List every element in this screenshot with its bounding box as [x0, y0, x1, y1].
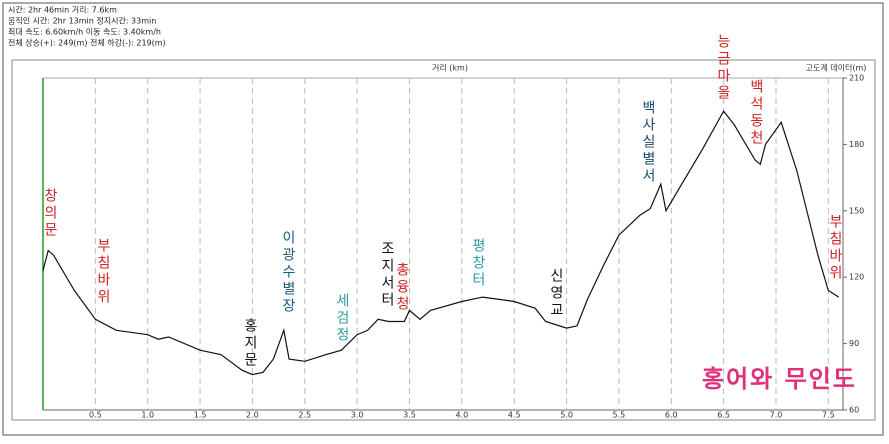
annotation: 부침바위 [95, 238, 111, 306]
x-tick-label: 1.0 [141, 411, 154, 420]
y-tick-label: 180 [849, 140, 864, 149]
annotation: 세검정 [334, 293, 350, 344]
y-tick-label: 90 [849, 339, 859, 348]
elevation-line [42, 110, 840, 376]
x-tick-label: 3.5 [403, 411, 416, 420]
y-tick-label: 210 [849, 74, 864, 83]
info-line: 움직인 시간: 2hr 13min 정지시간: 33min [8, 16, 156, 26]
y-axis-label: 고도계 데이터(m) [806, 63, 867, 73]
x-tick-label: 2.0 [246, 411, 259, 420]
annotation: 신영교 [548, 268, 564, 319]
info-line: 전체 상승(+): 249(m) 전체 하강(-): 219(m) [8, 38, 166, 48]
x-tick-label: 7.0 [770, 411, 783, 420]
x-tick-label: 5.5 [613, 411, 626, 420]
x-tick-label: 3.0 [351, 411, 364, 420]
x-tick-label: 6.0 [665, 411, 678, 420]
y-tick-label: 150 [849, 206, 864, 215]
info-line: 시간: 2hr 46min 거리: 7.6km [8, 5, 117, 15]
x-tick-label: 4.0 [455, 411, 468, 420]
annotation: 이광수별장 [280, 230, 296, 315]
annotation: 백사실별서 [640, 100, 656, 185]
y-tick-label: 120 [849, 273, 864, 282]
x-tick-label: 2.5 [298, 411, 311, 420]
annotation: 백석동천 [748, 79, 764, 147]
annotation: 총융청 [394, 262, 410, 313]
x-tick-label: 1.5 [194, 411, 207, 420]
watermark: 홍어와 무인도 [702, 365, 857, 393]
x-tick-label: 4.5 [508, 411, 521, 420]
x-tick-label: 7.5 [822, 411, 835, 420]
annotation: 능금마을 [715, 34, 731, 102]
outer-frame [2, 2, 884, 436]
x-tick-label: 0.5 [89, 411, 102, 420]
annotation: 창의문 [42, 188, 58, 239]
x-axis-label: 거리 (km) [432, 64, 468, 73]
annotation: 조지서터 [379, 241, 395, 309]
x-tick-label: 6.5 [717, 411, 730, 420]
annotation: 부침바위 [827, 214, 843, 282]
y-tick-label: 60 [849, 406, 859, 415]
annotation: 평창터 [470, 238, 486, 289]
annotation: 홍지문 [242, 318, 258, 369]
info-line: 최대 속도: 6.60km/h 이동 속도: 3.40km/h [8, 27, 161, 37]
x-tick-label: 5.0 [560, 411, 573, 420]
